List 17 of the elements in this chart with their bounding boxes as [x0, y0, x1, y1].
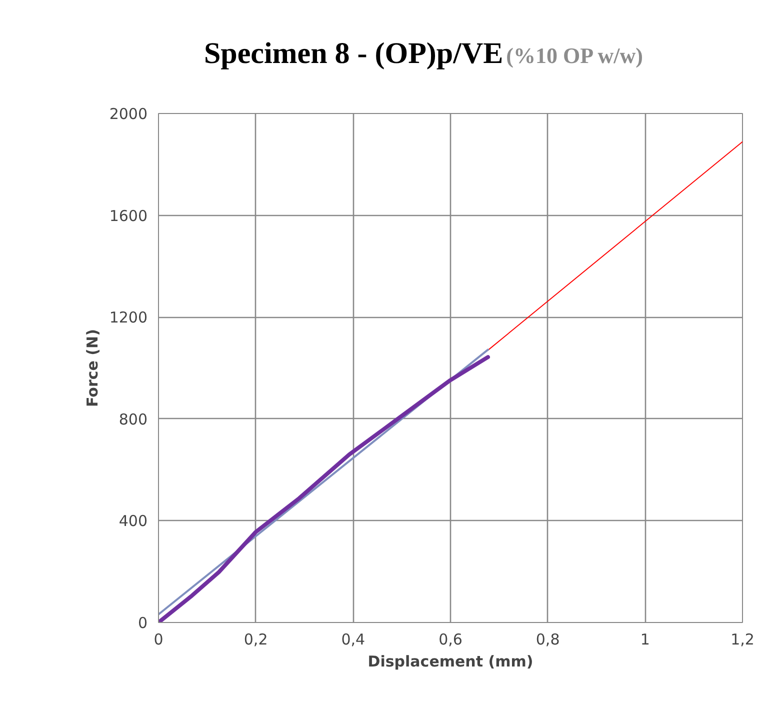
x-tick-label: 0,8 — [536, 630, 560, 648]
chart-title: Specimen 8 - (OP)p/VE — [204, 37, 504, 70]
y-tick-label: 400 — [118, 512, 148, 530]
y-axis-title: Force (N) — [83, 329, 102, 407]
chart-subtitle: (%10 OP w/w) — [506, 43, 644, 68]
x-tick-label: 1,2 — [730, 630, 754, 648]
x-tick-label: 0,2 — [244, 630, 268, 648]
y-tick-label: 1600 — [109, 206, 148, 225]
x-tick-label: 0,6 — [438, 630, 462, 648]
x-axis-title: Displacement (mm) — [368, 652, 534, 670]
y-tick-label: 2000 — [109, 105, 148, 123]
x-tick-label: 0,4 — [341, 630, 366, 648]
x-tick-label: 1 — [640, 630, 650, 648]
x-tick-label: 0 — [154, 630, 164, 648]
y-tick-label: 800 — [118, 410, 148, 428]
y-tick-label: 1200 — [109, 308, 148, 327]
y-tick-label: 0 — [138, 614, 148, 632]
